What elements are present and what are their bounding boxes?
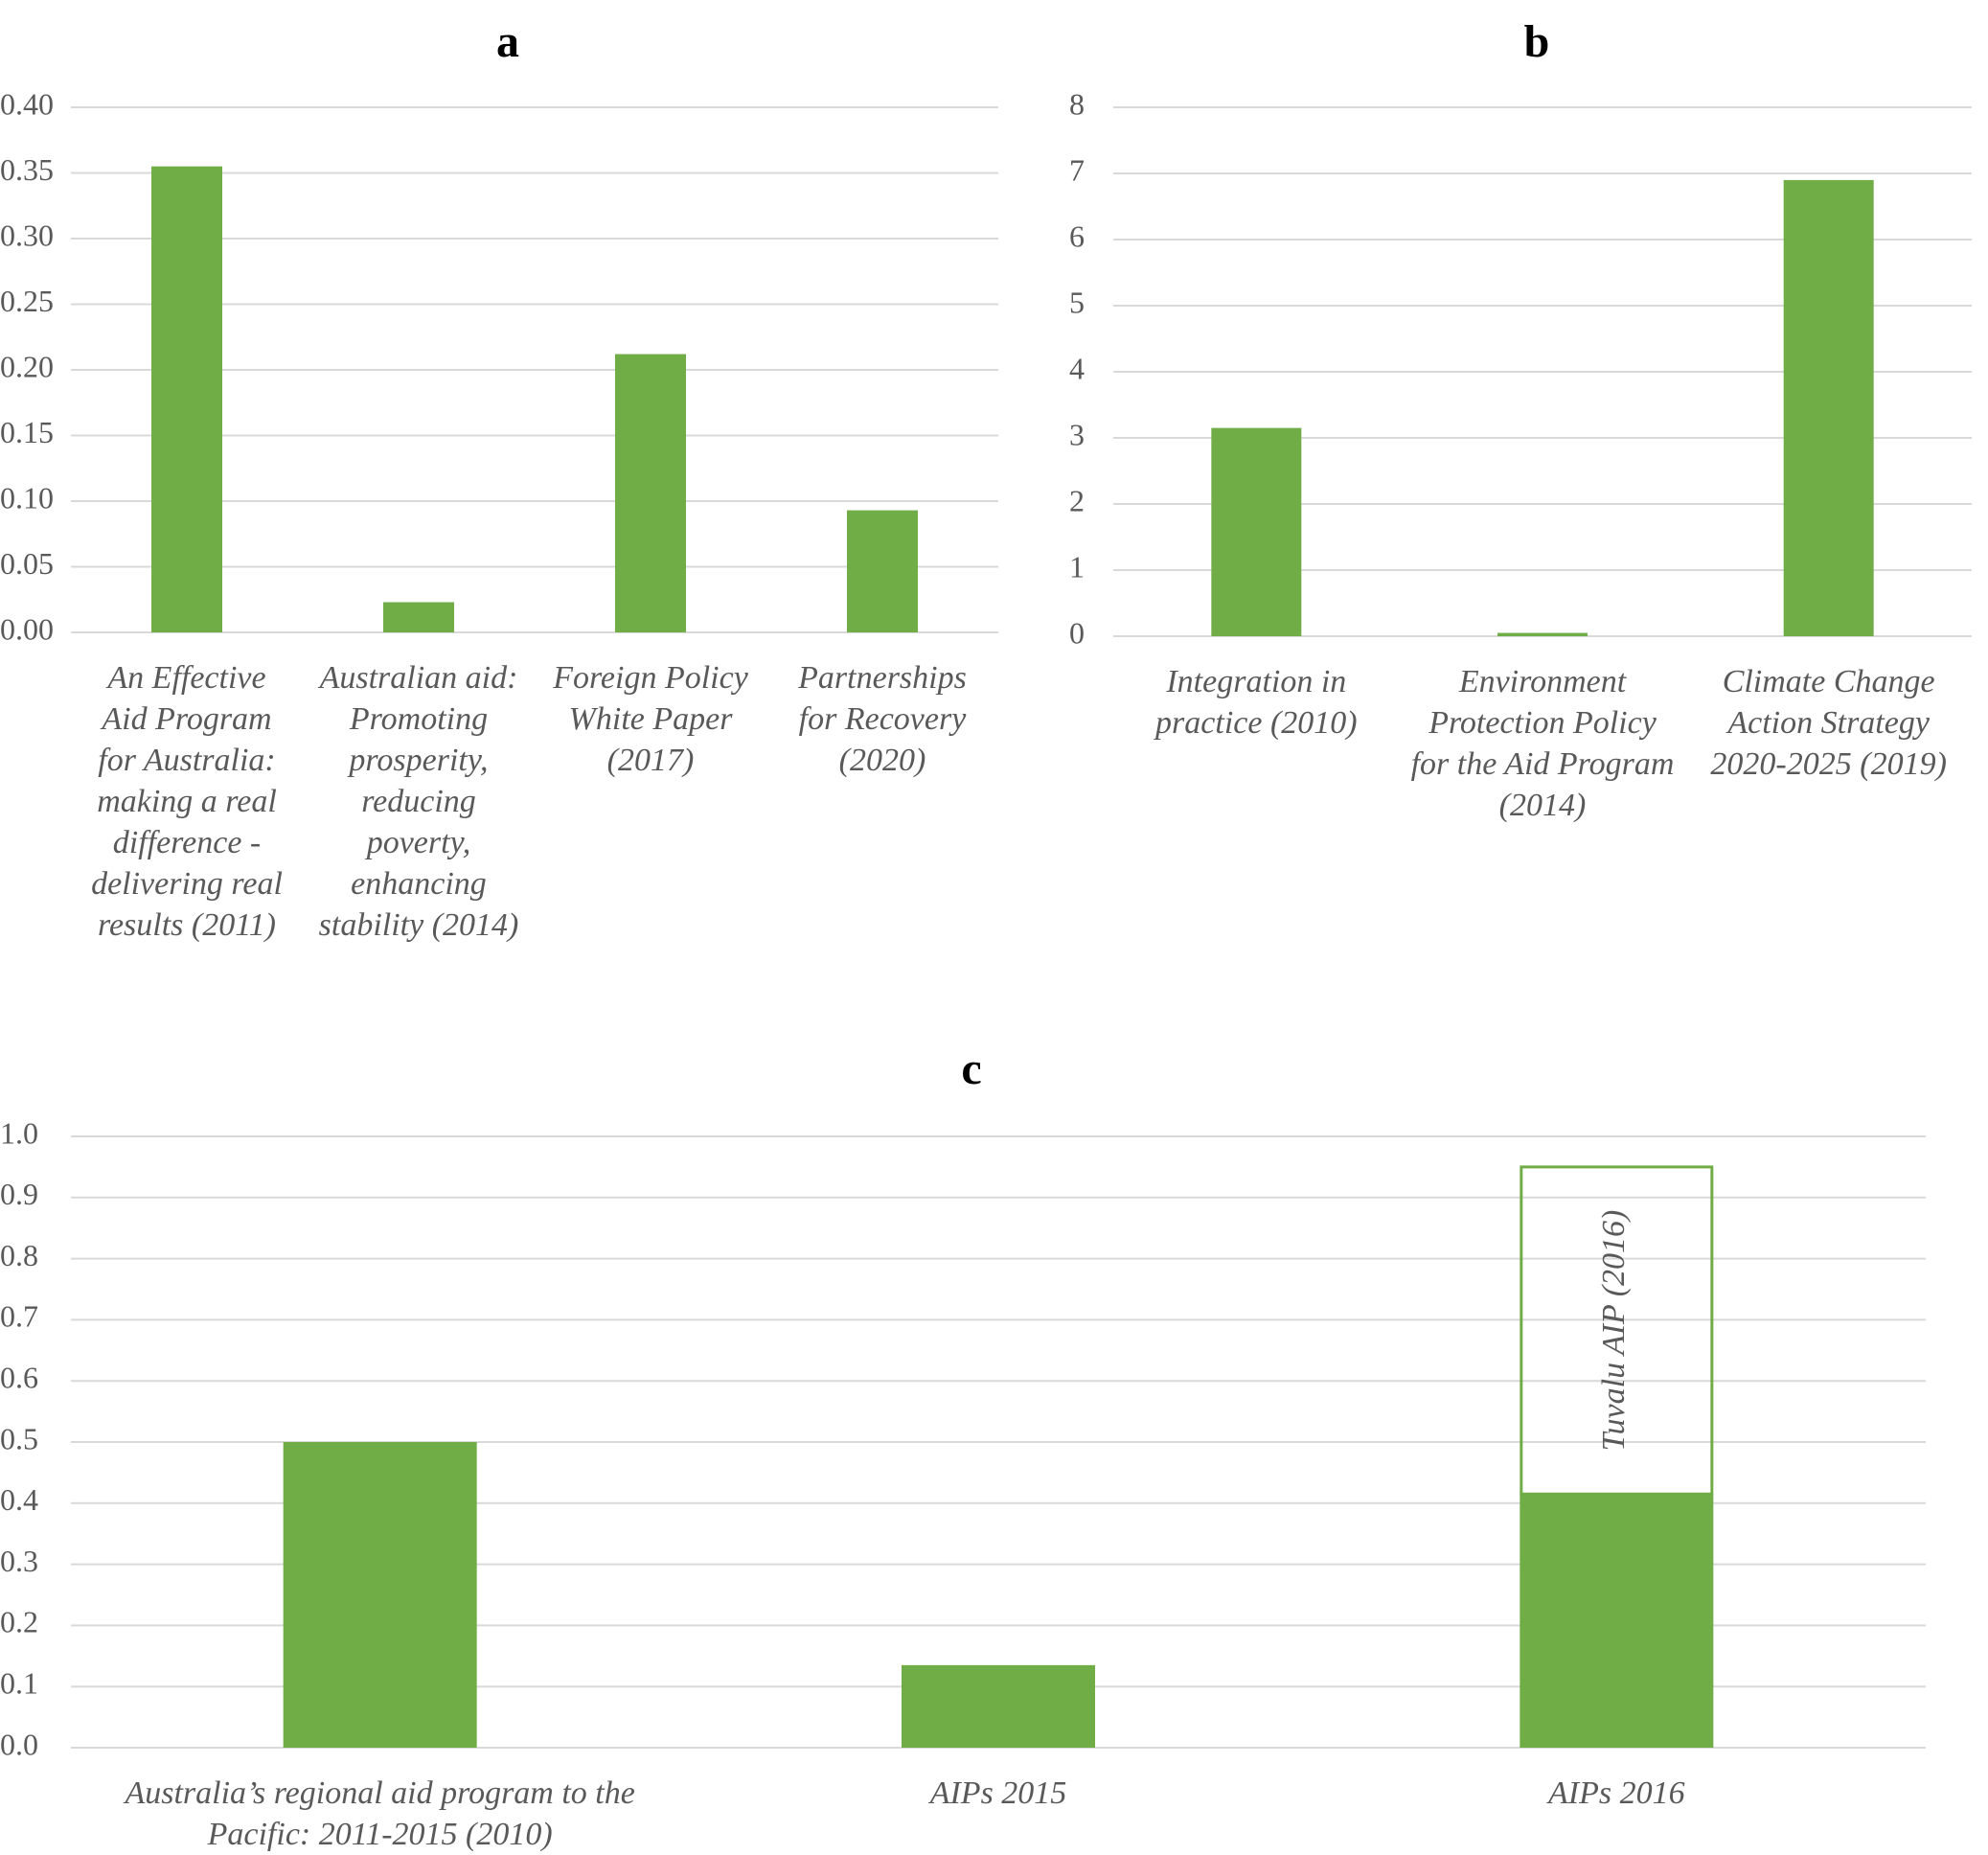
panel-c-y-tick-label: 0.0: [0, 1727, 38, 1761]
panel-a-y-tick-label: 0.30: [0, 218, 54, 252]
panel-a-bar: [151, 166, 222, 632]
panel-c-y-tick-label: 1.0: [0, 1115, 38, 1150]
panel-a-category-label: An Effective Aid Program for Australia: mak…: [91, 660, 283, 943]
panel-c-y-tick-label: 0.5: [0, 1421, 38, 1455]
panel-c-y-tick-label: 0.4: [0, 1482, 38, 1517]
panel-b-y-tick-label: 0: [1069, 615, 1085, 650]
panel-c-category-label: Australia’s regional aid program to the P…: [123, 1775, 634, 1852]
panel-b-category-label: Integration in practice (2010): [1154, 664, 1358, 741]
panel-c-y-tick-label: 0.7: [0, 1299, 38, 1334]
panel-b-category-label: Climate Change Action Strategy 2020-2025 (…: [1710, 664, 1946, 782]
panel-c-category-label: AIPs 2015: [928, 1775, 1067, 1811]
panel-a-category-label: Australian aid: Promoting prosperity, reduc…: [318, 660, 519, 943]
panel-c-bar: [902, 1664, 1095, 1748]
panel-a-bar: [847, 510, 918, 632]
panel-a-bar: [383, 602, 454, 632]
panel-a-y-tick-label: 0.25: [0, 284, 54, 318]
panel-b-y-tick-label: 8: [1069, 86, 1085, 121]
panel-c-title: c: [961, 1043, 981, 1094]
panel-b-y-tick-label: 5: [1069, 285, 1085, 319]
panel-a-y-tick-label: 0.00: [0, 611, 54, 646]
panel-a-y-tick-label: 0.35: [0, 152, 54, 187]
panel-c-y-tick-label: 0.3: [0, 1544, 38, 1578]
panel-c-outlined-bar: [1520, 1165, 1714, 1496]
panel-b-y-tick-label: 6: [1069, 218, 1085, 253]
panel-b-y-tick-label: 2: [1069, 483, 1085, 517]
panel-c-bar: [283, 1442, 477, 1748]
panel-b-bar: [1497, 632, 1588, 636]
panel-a-y-tick-label: 0.10: [0, 480, 54, 515]
panel-b-y-tick-label: 4: [1069, 351, 1085, 385]
panel-b-title: b: [1524, 16, 1550, 67]
panel-a-title: a: [496, 16, 519, 67]
panel-a-y-tick-label: 0.40: [0, 86, 54, 121]
chart-panel-b: b 0 1 2 3 4 5 6 7 8 Integration in practice (2010) E…: [1069, 16, 1972, 823]
panel-a-y-tick-label: 0.05: [0, 546, 54, 581]
chart-panel-a: a 0.00 0.05 0.10 0.15 0.20 0.25 0.30 0.35 0.40 An …: [0, 16, 998, 943]
panel-c-category-label: AIPs 2016: [1546, 1775, 1685, 1811]
panel-a-y-tick-label: 0.15: [0, 415, 54, 449]
panel-a-y-tick-label: 0.20: [0, 349, 54, 383]
panel-b-bar: [1211, 427, 1302, 636]
panel-c-y-tick-label: 0.9: [0, 1177, 38, 1211]
panel-c-y-tick-label: 0.1: [0, 1666, 38, 1701]
panel-b-bar: [1783, 179, 1874, 636]
panel-a-category-label: Foreign Policy White Paper (2017): [552, 660, 749, 778]
panel-b-y-tick-label: 7: [1069, 152, 1085, 187]
panel-c-y-tick-label: 0.8: [0, 1238, 38, 1272]
panel-c-outlined-bar-label: Tuvalu AIP (2016): [1596, 1210, 1632, 1452]
panel-b-category-label: Environment Protection Policy for the Aid …: [1411, 664, 1675, 823]
panel-b-y-tick-label: 3: [1069, 417, 1085, 451]
panel-c-y-tick-label: 0.6: [0, 1361, 38, 1395]
panel-a-category-label: Partnerships for Recovery (2020): [797, 660, 967, 778]
chart-panel-c: c 0.0 0.1 0.2 0.3 0.4 0.5 0.6 0.7 0.8 0.9 1.0 Austra…: [0, 1043, 1926, 1852]
panel-c-y-tick-label: 0.2: [0, 1605, 38, 1639]
panel-b-y-tick-label: 1: [1069, 549, 1085, 584]
panel-c-bar: [1520, 1494, 1714, 1748]
panel-a-bar: [615, 354, 686, 632]
